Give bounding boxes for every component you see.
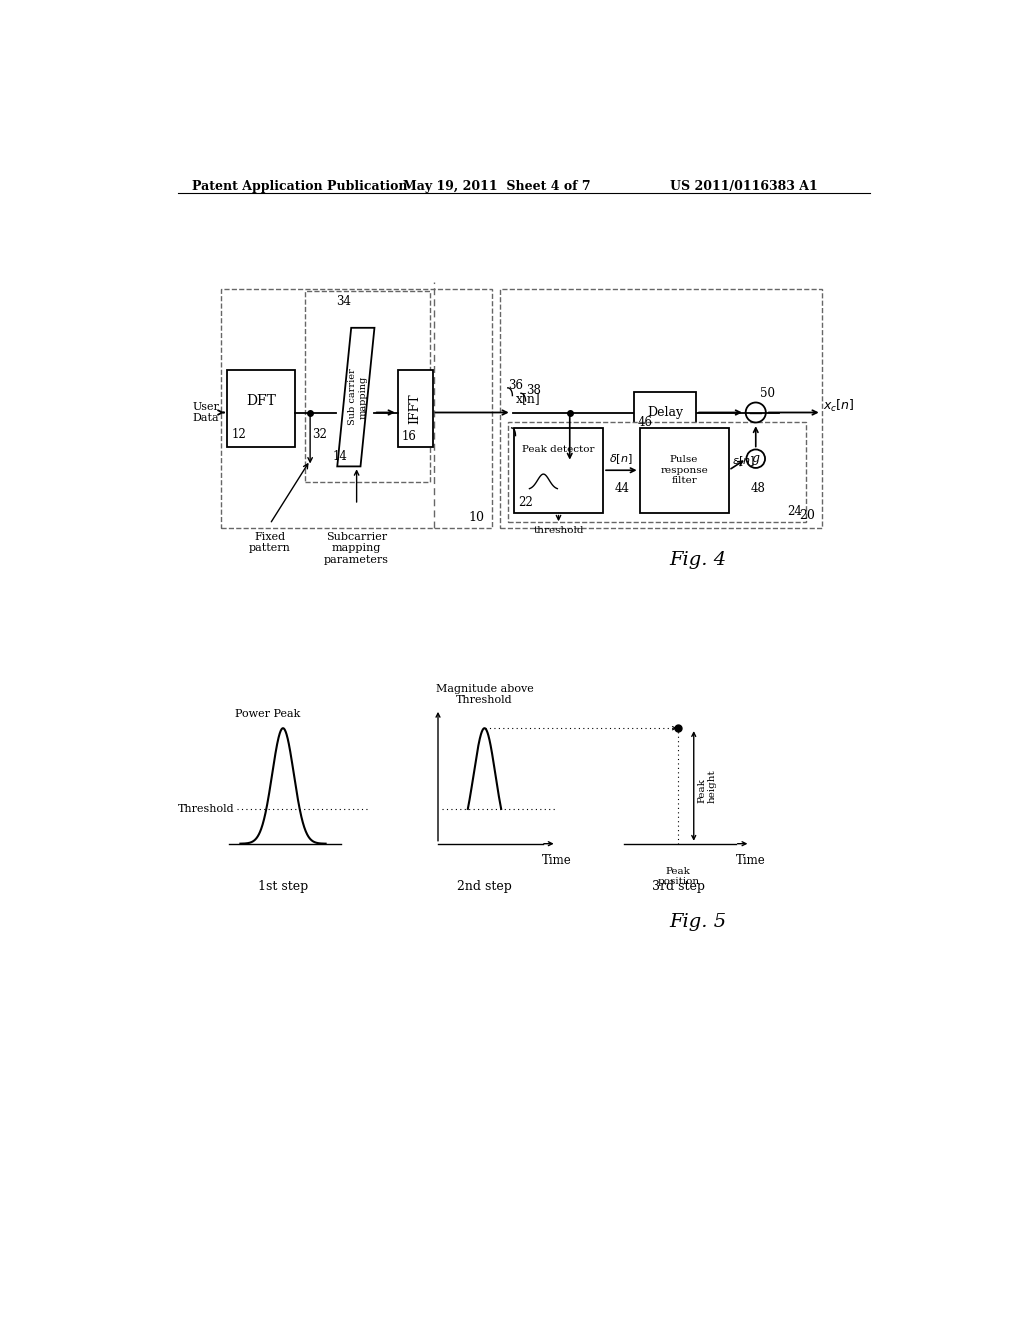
Bar	[305, 290, 430, 482]
Bar	[397, 370, 432, 447]
Text: 3rd step: 3rd step	[651, 879, 705, 892]
Text: 22: 22	[518, 496, 532, 508]
Text: $x_c[n]$: $x_c[n]$	[823, 399, 855, 414]
Text: DFT: DFT	[247, 393, 276, 408]
Text: Peak
height: Peak height	[697, 770, 717, 803]
Text: Fig. 4: Fig. 4	[669, 552, 726, 569]
Text: 46: 46	[638, 416, 653, 429]
Text: Peak detector: Peak detector	[522, 445, 595, 454]
Text: Delay: Delay	[647, 407, 683, 418]
Text: 2nd step: 2nd step	[457, 879, 512, 892]
Text: Sub carrier
mapping: Sub carrier mapping	[348, 368, 367, 425]
Text: 48: 48	[751, 482, 765, 495]
Text: 10: 10	[469, 511, 484, 524]
Text: $\delta[n]$: $\delta[n]$	[609, 453, 633, 466]
Text: Peak
position: Peak position	[657, 867, 699, 886]
Text: $\epsilon[n]$: $\epsilon[n]$	[732, 454, 756, 469]
Text: May 19, 2011  Sheet 4 of 7: May 19, 2011 Sheet 4 of 7	[403, 180, 591, 193]
Text: 38: 38	[526, 384, 542, 397]
Text: threshold: threshold	[534, 527, 584, 536]
Bar	[508, 422, 806, 521]
Text: US 2011/0116383 A1: US 2011/0116383 A1	[671, 180, 818, 193]
Text: 50: 50	[760, 387, 774, 400]
Text: 14: 14	[333, 450, 348, 462]
Text: 32: 32	[312, 428, 328, 441]
Bar	[634, 392, 696, 433]
Text: 44: 44	[615, 482, 630, 495]
Text: Power Peak: Power Peak	[234, 709, 300, 719]
Bar	[514, 428, 603, 512]
Bar	[221, 289, 493, 528]
Text: 34: 34	[336, 294, 350, 308]
Polygon shape	[337, 327, 375, 466]
Text: Subcarrier
mapping
parameters: Subcarrier mapping parameters	[325, 532, 389, 565]
Text: x[n]: x[n]	[515, 392, 541, 405]
Bar	[227, 370, 295, 447]
Text: Magnitude above
Threshold: Magnitude above Threshold	[435, 684, 534, 705]
Text: 16: 16	[401, 430, 417, 444]
Text: User
Data: User Data	[193, 401, 219, 424]
Bar	[500, 289, 821, 528]
Text: Time: Time	[542, 854, 571, 867]
Text: Threshold: Threshold	[177, 804, 234, 814]
Text: Patent Application Publication: Patent Application Publication	[191, 180, 408, 193]
Text: IFFT: IFFT	[409, 393, 422, 424]
Text: 20: 20	[800, 508, 815, 521]
Text: 24: 24	[787, 506, 802, 517]
Text: Fixed
pattern: Fixed pattern	[249, 532, 291, 553]
Text: g: g	[752, 453, 760, 465]
Text: 1st step: 1st step	[258, 879, 308, 892]
Text: Pulse
response
filter: Pulse response filter	[660, 455, 708, 486]
Bar	[640, 428, 729, 512]
Text: 36: 36	[508, 379, 522, 392]
Text: 12: 12	[231, 428, 246, 441]
Text: Fig. 5: Fig. 5	[669, 913, 726, 931]
Text: Time: Time	[735, 854, 765, 867]
